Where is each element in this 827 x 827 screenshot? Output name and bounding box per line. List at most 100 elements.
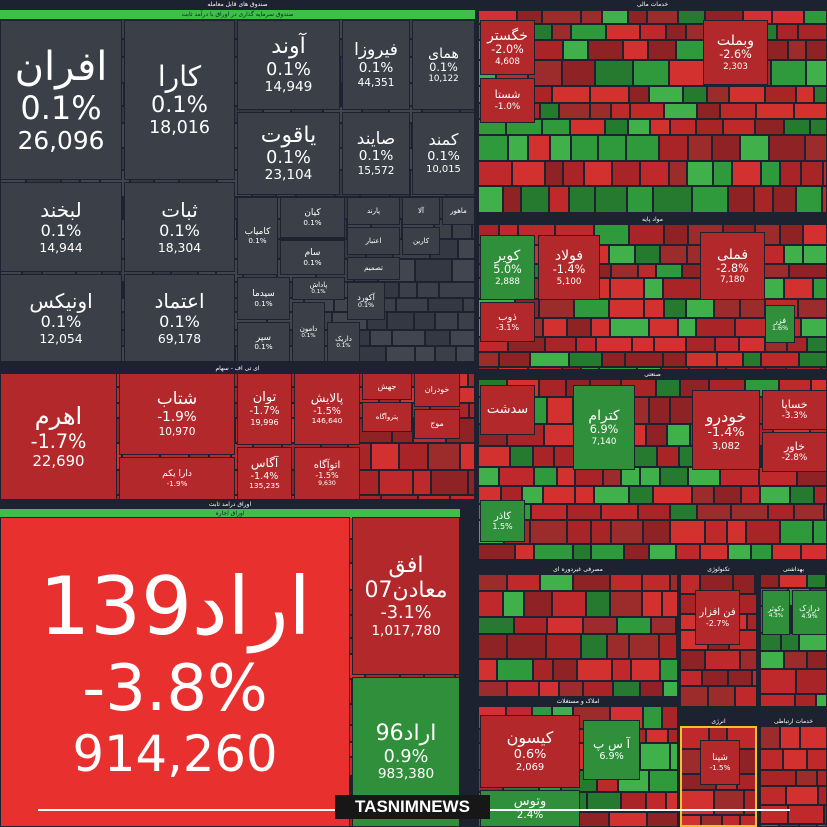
tile-name: آکورد (357, 292, 375, 302)
filler-cell (777, 24, 798, 40)
tile-change: 0.1% (303, 217, 322, 227)
filler-cell (711, 213, 742, 215)
tile-name: فزر (773, 315, 787, 325)
filler-cell (612, 659, 631, 681)
filler-cell (667, 424, 690, 446)
filler-cell (669, 161, 687, 186)
filler-cell (559, 103, 590, 119)
filler-cell (549, 186, 569, 213)
filler-cell (784, 245, 803, 264)
filler-cell (789, 264, 827, 278)
filler-cell (631, 659, 660, 681)
tile-change: -1.4% (250, 470, 279, 482)
filler-cell (659, 135, 688, 161)
filler-cell (781, 633, 799, 651)
filler-cell (468, 373, 475, 387)
filler-cell (540, 574, 573, 591)
tile: شستا -1.0% (480, 78, 535, 123)
filler-cell (680, 574, 700, 594)
filler-cell (680, 686, 708, 707)
filler-cell (478, 617, 514, 634)
filler-cell (780, 224, 803, 245)
filler-cell (562, 60, 595, 86)
filler-cell (573, 544, 591, 560)
filler-cell (610, 318, 649, 337)
filler-cell (507, 634, 546, 659)
filler-cell (807, 651, 827, 669)
filler-cell (763, 245, 784, 264)
filler-cell (760, 726, 780, 749)
filler-cell (798, 24, 827, 40)
tile-change: 0.1% (427, 148, 460, 164)
tile-name: اراد96 (375, 721, 437, 747)
tile-change: -3.1% (495, 323, 520, 333)
filler-cell (670, 743, 678, 770)
filler-cell (553, 659, 577, 681)
tile-name: ذوب (498, 311, 517, 323)
filler-cell (478, 681, 507, 697)
tile-name: آگاس (250, 455, 279, 470)
tile: اعتبار (347, 227, 400, 255)
tile-volume: 5,100 (556, 276, 582, 287)
filler-cell (499, 352, 530, 367)
tile: ماهور (442, 197, 475, 225)
filler-cell (640, 24, 666, 40)
tile-change: -3.3% (781, 411, 808, 422)
filler-cell (735, 318, 768, 337)
filler-cell (606, 24, 640, 40)
filler-cell (678, 10, 705, 24)
filler-cell (661, 367, 689, 370)
tile: شتاب -1.9% 10,970 (119, 373, 235, 455)
filler-cell (646, 729, 668, 743)
filler-cell (629, 224, 664, 245)
tile-name: تصمیم (364, 264, 383, 273)
filler-cell (503, 186, 521, 213)
filler-cell (799, 633, 827, 651)
tile-name: اعتماد (154, 289, 205, 314)
filler-cell (676, 544, 700, 560)
tile-change: 0.1% (301, 332, 316, 339)
filler-cell (478, 446, 510, 467)
filler-cell (469, 403, 475, 418)
tile-change: -1.5% (315, 471, 339, 481)
tile-volume: 14,944 (39, 239, 83, 255)
filler-cell (807, 749, 827, 770)
filler-cell (794, 504, 824, 520)
filler-cell (428, 298, 463, 312)
filler-cell (660, 245, 687, 264)
filler-cell (663, 278, 702, 299)
filler-cell (760, 805, 788, 824)
filler-cell (743, 352, 761, 367)
tile-name: پارند (366, 206, 381, 215)
filler-cell (569, 186, 595, 213)
filler-cell (686, 352, 717, 367)
tile-name: کامیاب (244, 226, 271, 237)
filler-cell (571, 135, 598, 161)
filler-cell (756, 103, 794, 119)
tile-name: کارا (157, 60, 202, 94)
filler-cell (731, 504, 768, 520)
filler-cell (612, 161, 640, 186)
tile-name: اتوآگاه (313, 459, 341, 471)
tile-name: سپر (255, 332, 272, 343)
tile: کارا 0.1% 18,016 (124, 20, 235, 180)
filler-cell (754, 186, 773, 213)
filler-cell (715, 337, 739, 352)
tile-volume: 1,017,780 (371, 622, 441, 639)
tile: وبملت -2.6% 2,303 (703, 20, 768, 85)
watermark: TASNIMNEWS (335, 795, 490, 819)
filler-cell (586, 591, 610, 617)
tile-volume: 2,303 (723, 61, 748, 72)
filler-cell (755, 119, 784, 135)
filler-cell (649, 318, 678, 337)
filler-cell (780, 161, 801, 186)
filler-cell (798, 299, 827, 318)
tile-volume: 3,082 (711, 440, 741, 452)
filler-cell (657, 446, 679, 467)
tile-name: اعتبار (365, 236, 382, 245)
filler-cell (468, 470, 475, 495)
filler-cell (623, 40, 648, 60)
filler-cell (669, 60, 706, 86)
filler-cell (607, 634, 629, 659)
filler-cell (823, 161, 827, 186)
